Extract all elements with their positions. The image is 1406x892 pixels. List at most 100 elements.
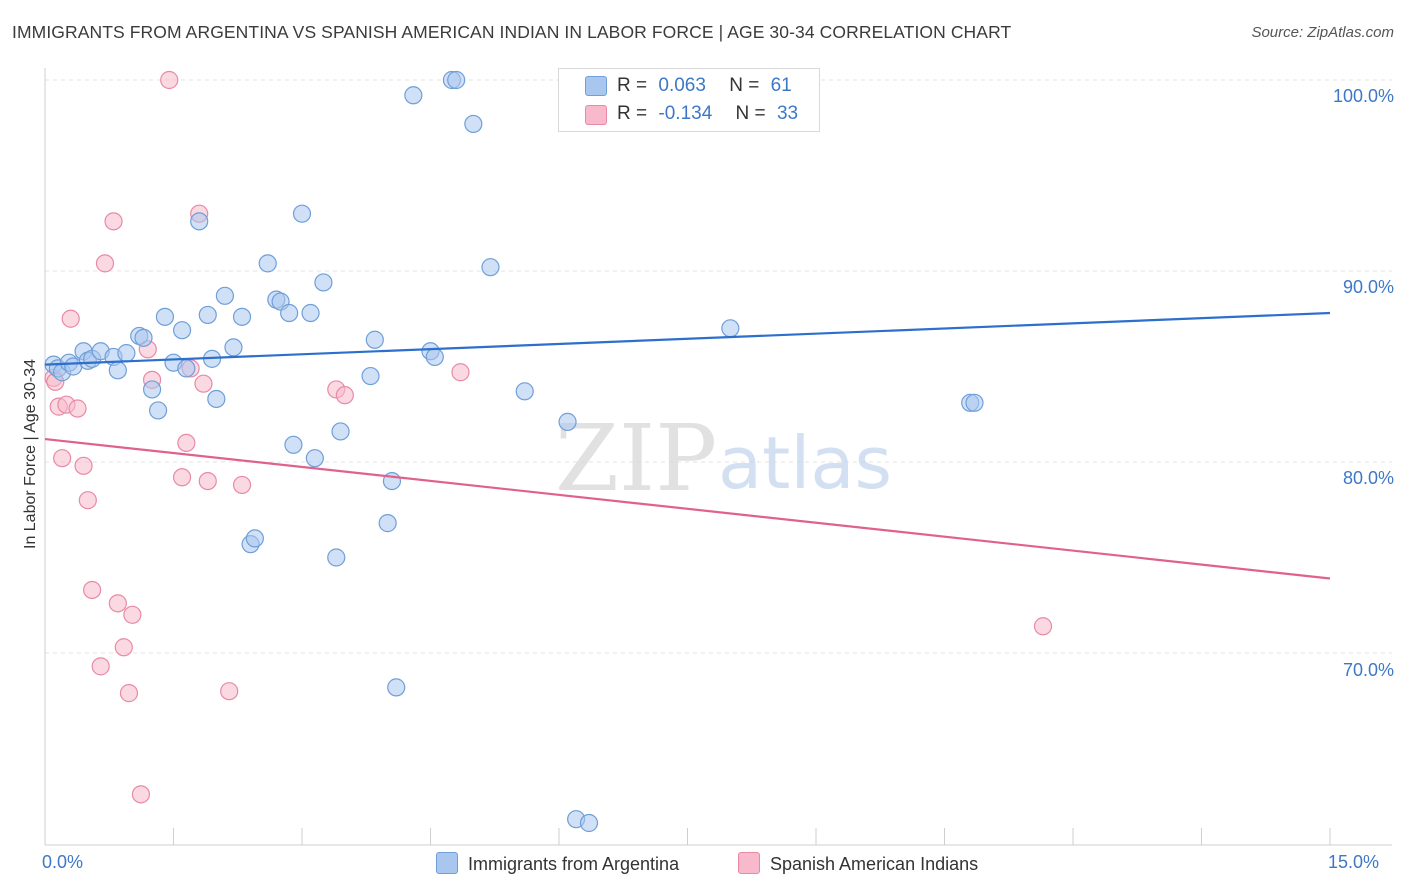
argentina-point [280, 303, 299, 323]
spanish-american-indian-point [68, 399, 87, 418]
argentina-point [190, 212, 209, 231]
spanish-american-indian-point [74, 456, 93, 475]
argentina-point [232, 307, 252, 326]
spanish-american-indian-point [1033, 617, 1053, 636]
legend-n-label-2: N = [735, 103, 766, 124]
spanish-american-indian-point [78, 491, 97, 510]
argentina-point [177, 359, 196, 378]
watermark-atlas: atlas [718, 421, 892, 505]
spanish-american-indian-point [83, 580, 102, 600]
trend-line-argentina [44, 311, 1331, 366]
spanish-american-indian-point [123, 605, 142, 624]
argentina-point [258, 254, 277, 273]
argentina-point [425, 347, 444, 367]
bottom-legend-label-1: Immigrants from Argentina [468, 854, 680, 874]
chart-title: IMMIGRANTS FROM ARGENTINA VS SPANISH AME… [12, 22, 1012, 42]
spanish-american-indian-point [108, 594, 127, 613]
spanish-american-indian-point [232, 475, 252, 495]
argentina-point [378, 514, 397, 533]
argentina-point [481, 258, 500, 277]
bottom-legend-spanish: Spanish American Indians [738, 852, 978, 875]
argentina-point [142, 380, 162, 399]
argentina-point [215, 286, 234, 305]
spanish-american-indian-point [91, 657, 110, 676]
spanish-american-indian-point [119, 684, 139, 703]
argentina-point [314, 273, 333, 292]
spanish-american-indian-point [177, 433, 196, 452]
series-immigrants-from-argentina [44, 70, 984, 833]
spanish-american-indian-point [131, 785, 151, 804]
argentina-point [515, 382, 534, 401]
spanish-american-indian-point [95, 254, 115, 273]
argentina-point [172, 321, 192, 340]
y-tick-90: 90.0% [1342, 277, 1394, 297]
legend-swatch-blue [585, 76, 607, 96]
bottom-legend-label-2: Spanish American Indians [770, 854, 979, 874]
spanish-american-indian-point [61, 309, 80, 328]
argentina-point [301, 303, 320, 323]
legend-row-2: R = -0.134 N = 33 [617, 103, 798, 125]
spanish-american-indian-point [198, 472, 217, 491]
argentina-point [361, 366, 380, 386]
argentina-point [447, 70, 466, 90]
legend-r-value-2: -0.134 [658, 103, 713, 124]
source-label: Source: ZipAtlas.com [1251, 24, 1394, 41]
stats-legend: R = 0.063 N = 61 R = -0.134 N = 33 [558, 68, 820, 132]
series-spanish-american-indians [44, 70, 1053, 804]
spanish-american-indian-point [335, 386, 354, 405]
legend-n-value-1: 61 [770, 75, 792, 96]
legend-row-1: R = 0.063 N = 61 [617, 75, 792, 97]
legend-swatch-pink [585, 105, 607, 125]
y-tick-100: 100.0% [1332, 86, 1394, 106]
argentina-point [284, 435, 303, 454]
spanish-american-indian-point [53, 449, 72, 468]
legend-n-label-1: N = [729, 75, 760, 96]
argentina-point [558, 412, 577, 431]
trend-lines [44, 311, 1331, 580]
argentina-point [721, 319, 740, 338]
argentina-point [464, 114, 483, 134]
argentina-point [134, 328, 153, 347]
argentina-point [331, 422, 350, 441]
argentina-point [148, 401, 168, 420]
spanish-american-indian-point [194, 374, 213, 393]
argentina-point [365, 330, 384, 349]
y-tick-80: 80.0% [1342, 468, 1394, 488]
gridlines [45, 79, 1392, 654]
argentina-point [327, 548, 346, 567]
argentina-point [207, 389, 226, 409]
bottom-legend-argentina: Immigrants from Argentina [436, 852, 679, 875]
spanish-american-indian-point [104, 212, 123, 231]
legend-r-value-1: 0.063 [658, 75, 706, 96]
y-tick-70: 70.0% [1342, 660, 1394, 680]
spanish-american-indian-point [451, 363, 470, 382]
bottom-swatch-pink [738, 852, 760, 874]
bottom-swatch-blue [436, 852, 458, 874]
argentina-point [305, 449, 324, 468]
argentina-point [155, 307, 175, 326]
axes [44, 68, 1392, 846]
argentina-point [292, 204, 312, 223]
y-axis-label: In Labor Force | Age 30-34 [22, 358, 39, 549]
argentina-point [198, 305, 217, 325]
argentina-point [224, 338, 243, 357]
spanish-american-indian-point [220, 682, 239, 701]
spanish-american-indian-point [160, 70, 179, 90]
spanish-american-indian-point [114, 638, 133, 657]
argentina-point [245, 529, 264, 548]
argentina-point [965, 393, 984, 412]
argentina-point [108, 361, 127, 380]
x-tick-min: 0.0% [42, 852, 84, 872]
legend-r-label-1: R = [617, 75, 648, 96]
argentina-point [117, 344, 136, 363]
legend-n-value-2: 33 [776, 103, 799, 124]
x-tick-max: 15.0% [1328, 852, 1380, 872]
trend-line-spanish-american-indians [44, 437, 1331, 580]
argentina-point [579, 813, 599, 833]
argentina-point [404, 86, 423, 105]
legend-r-label-2: R = [617, 103, 648, 124]
argentina-point [387, 678, 406, 697]
watermark-zip: ZIP [555, 405, 717, 512]
spanish-american-indian-point [172, 468, 192, 487]
